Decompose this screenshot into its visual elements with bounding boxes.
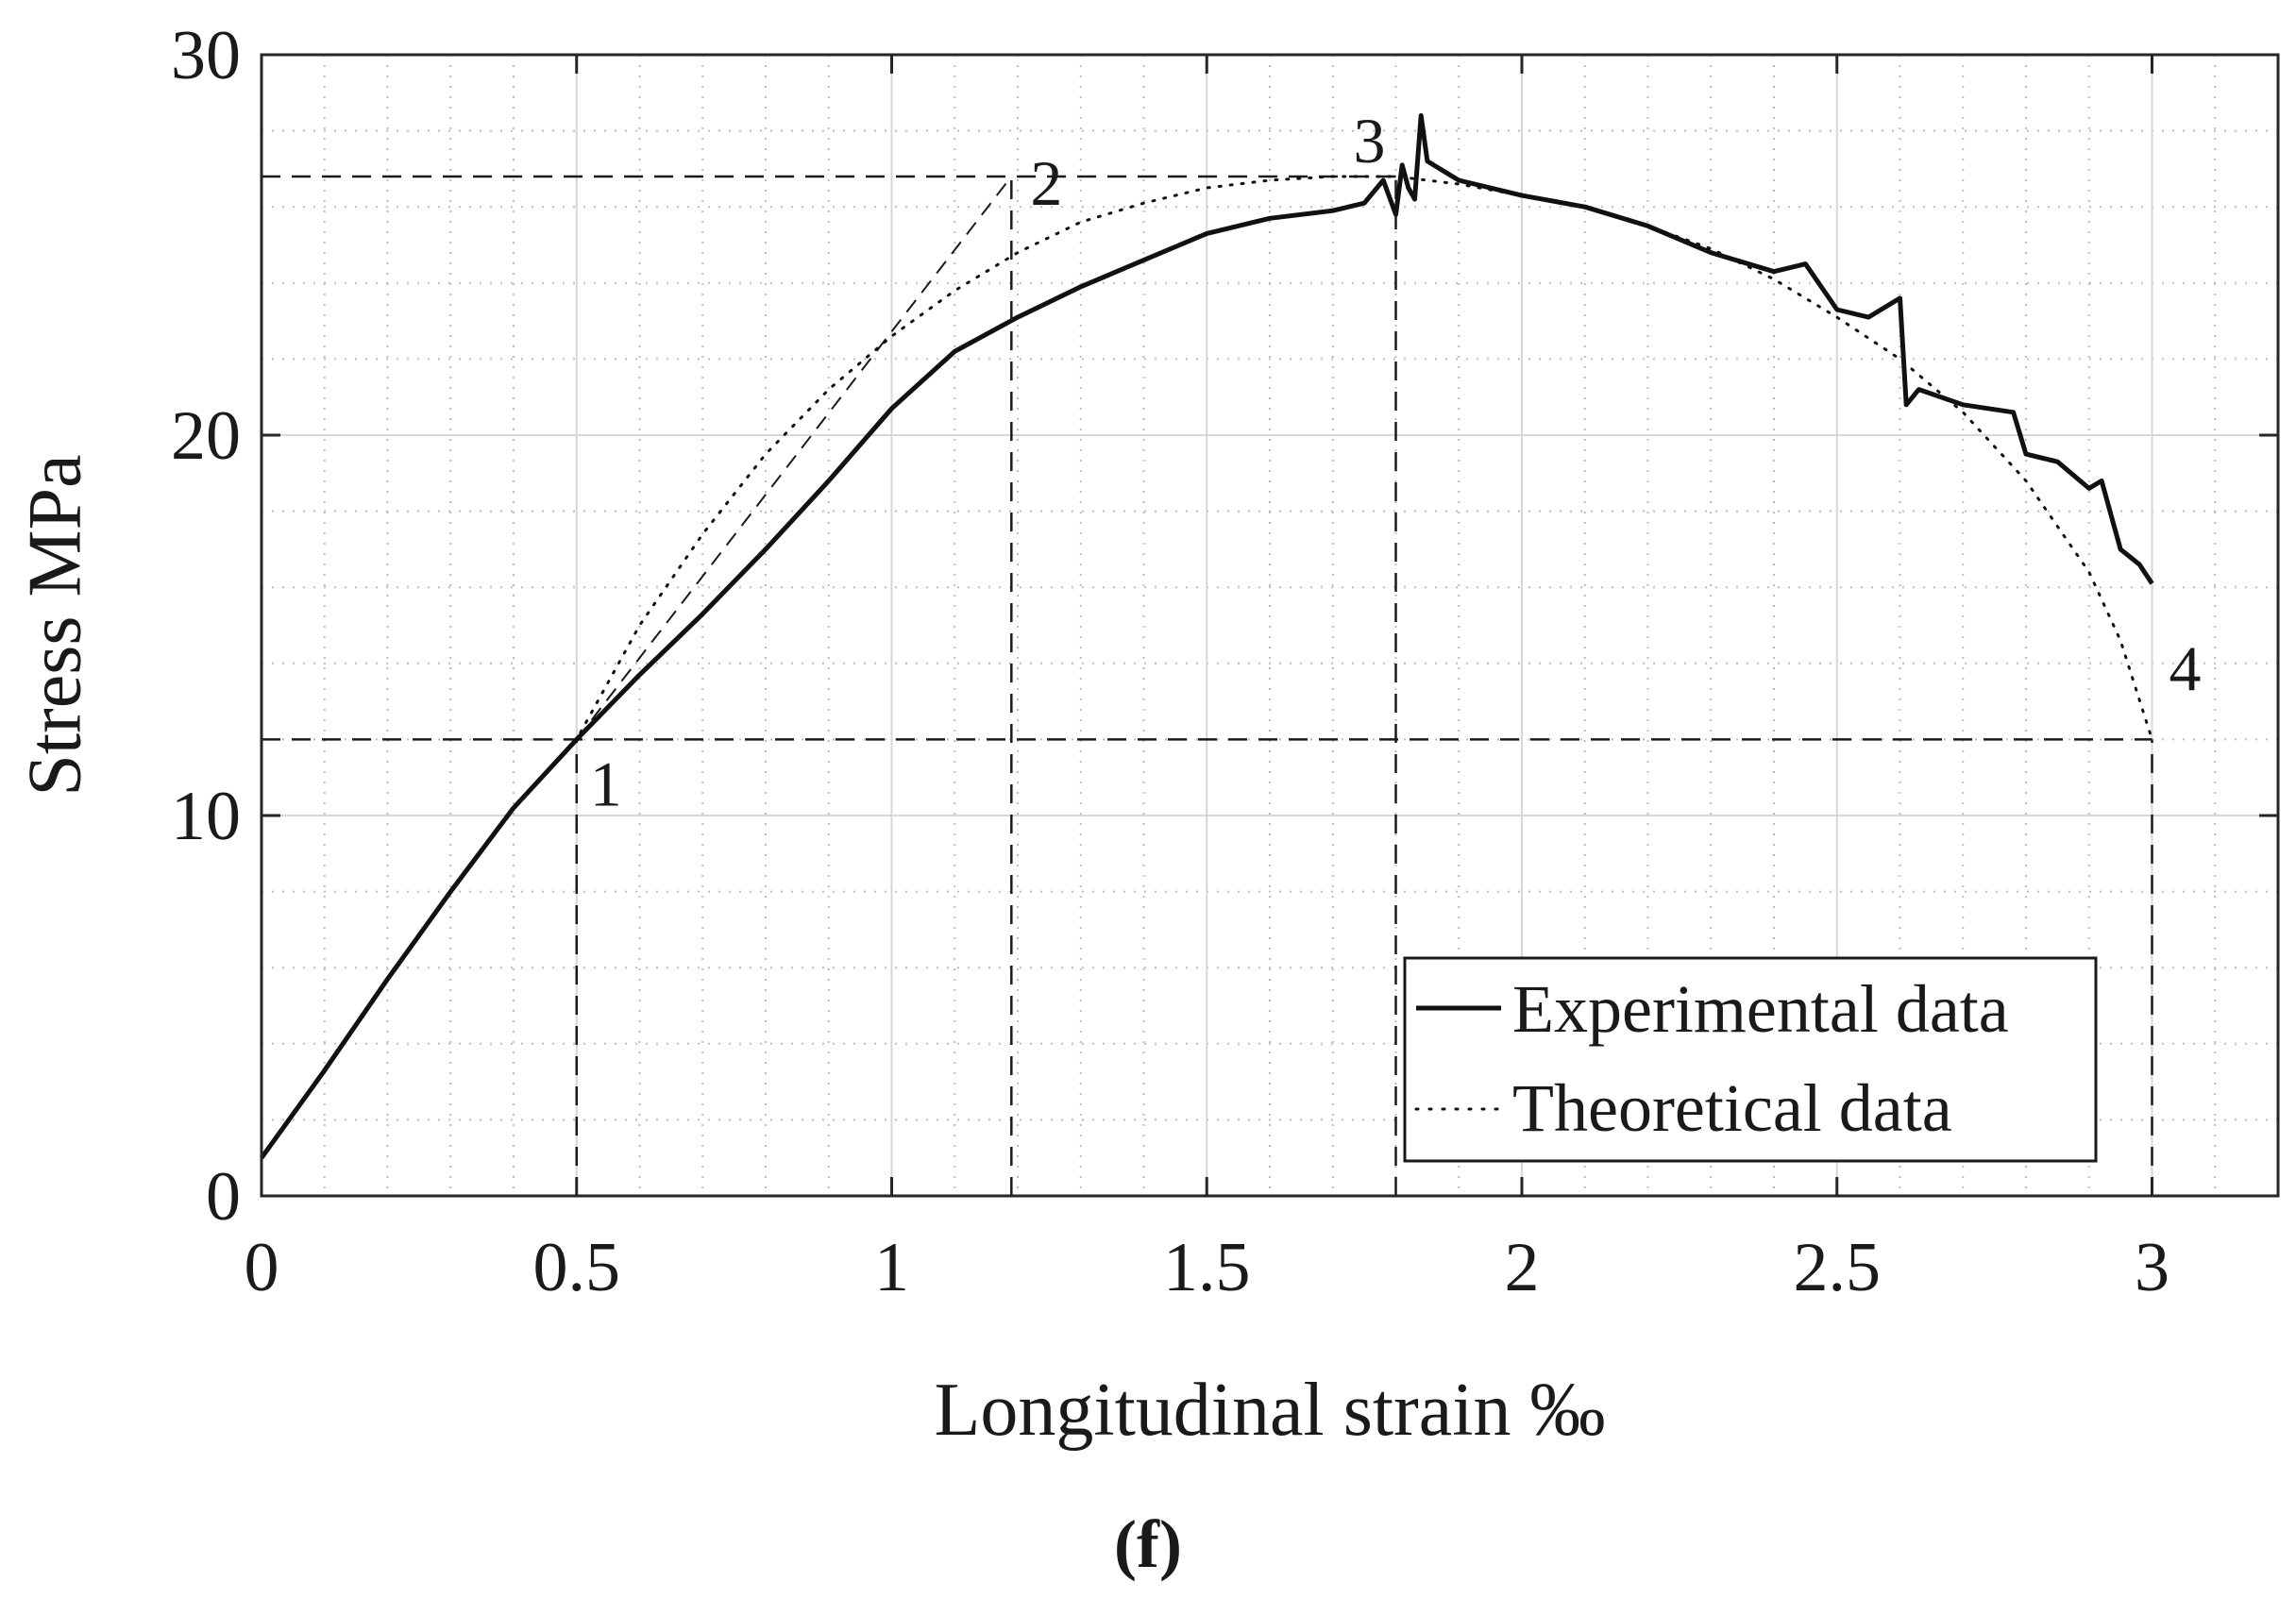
point-label-4: 4 <box>2169 632 2202 704</box>
x-tick-label: 3 <box>2135 1229 2169 1306</box>
minor-grid <box>262 55 2278 1196</box>
reference-line <box>575 176 1013 741</box>
point-label-2: 2 <box>1030 147 1062 219</box>
legend: Experimental data Theoretical data <box>1403 956 2098 1163</box>
legend-label-theoretical: Theoretical data <box>1512 1070 1952 1146</box>
x-axis-title: Longitudinal strain ‰ <box>934 1369 1605 1452</box>
y-tick-label: 10 <box>171 778 241 855</box>
axis-ticks <box>260 53 2278 1198</box>
plot-frame <box>260 53 2280 1198</box>
legend-label-experimental: Experimental data <box>1512 971 2009 1047</box>
x-tick-label: 2.5 <box>1794 1229 1882 1306</box>
point-label-3: 3 <box>1354 105 1386 177</box>
y-tick-label: 30 <box>171 17 241 94</box>
y-axis-title: Stress MPa <box>13 454 96 796</box>
x-tick-label: 2 <box>1505 1229 1540 1306</box>
series-line-theoretical-data <box>260 175 2153 1160</box>
x-tick-label: 0 <box>245 1229 279 1306</box>
series-line-experimental-data <box>259 113 2154 1160</box>
panel-label: (f) <box>1114 1506 1182 1582</box>
legend-box <box>1403 956 2098 1163</box>
x-tick-label: 1 <box>874 1229 909 1306</box>
point-label-1: 1 <box>590 748 622 819</box>
y-tick-label: 20 <box>171 397 241 475</box>
x-tick-label: 0.5 <box>533 1229 621 1306</box>
y-tick-label: 0 <box>206 1158 241 1236</box>
series-layer <box>259 113 2154 1160</box>
x-tick-label: 1.5 <box>1163 1229 1251 1306</box>
point-annotations: 1 2 3 4 <box>590 105 2202 819</box>
